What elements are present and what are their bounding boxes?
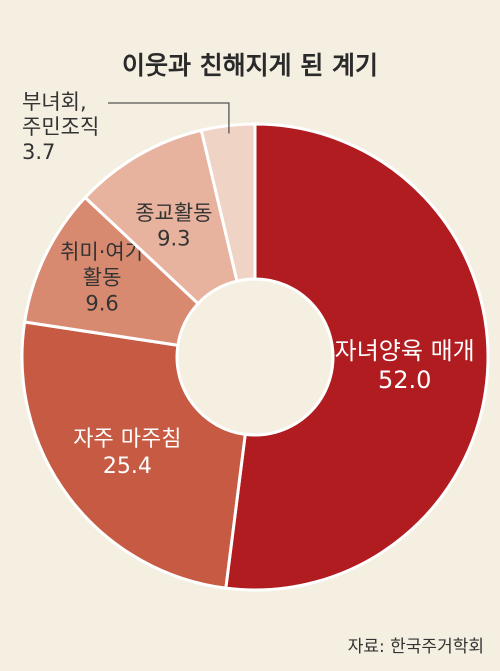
chart-title: 이웃과 친해지게 된 계기 bbox=[121, 51, 379, 80]
slice-value-3: 9.6 bbox=[85, 291, 118, 315]
pie-slice-5 bbox=[199, 122, 257, 283]
slice-value-5: 3.7 bbox=[22, 140, 55, 164]
leader-line-5 bbox=[108, 102, 230, 134]
slice-label-1: 자녀양육 매개 bbox=[335, 337, 475, 365]
slice-value-2: 25.4 bbox=[103, 454, 152, 479]
slice-label-2: 자주 마주침 bbox=[73, 427, 181, 452]
slice-label-4: 종교활동 bbox=[135, 201, 212, 225]
slice-value-4: 9.3 bbox=[157, 227, 190, 251]
slice-value-1: 52.0 bbox=[378, 366, 431, 394]
source-note: 자료: 한국주거학회 bbox=[347, 637, 484, 657]
slice-label-5: 부녀회, bbox=[22, 90, 87, 114]
slice-label-5: 주민조직 bbox=[22, 115, 99, 139]
slice-label-3: 취미·여가 bbox=[60, 240, 144, 264]
slice-label-3: 활동 bbox=[83, 266, 122, 290]
pie-slice-2 bbox=[20, 320, 247, 590]
pie-slice-3 bbox=[22, 195, 201, 347]
pie-slice-1 bbox=[224, 122, 490, 592]
